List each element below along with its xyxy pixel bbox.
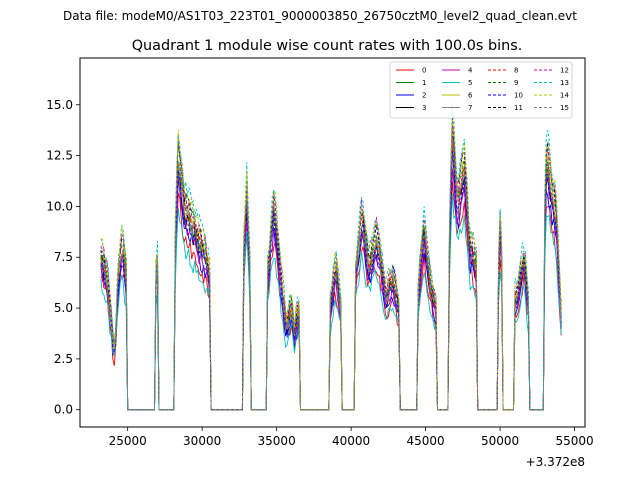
chart-suptitle: Data file: modeM0/AS1T03_223T01_90000038… [63, 9, 577, 23]
legend-label: 2 [422, 92, 426, 100]
y-tick-label: 5.0 [54, 301, 73, 315]
legend-label: 3 [422, 104, 426, 112]
legend-label: 1 [422, 79, 426, 87]
series-line-11 [100, 116, 562, 411]
series-line-1 [100, 138, 562, 411]
x-offset-label: +3.372e8 [526, 455, 585, 469]
x-tick-label: 30000 [183, 434, 221, 448]
series-line-3 [100, 150, 562, 411]
legend-label: 12 [560, 67, 569, 75]
legend-label: 11 [514, 104, 523, 112]
x-tick-label: 50000 [481, 434, 519, 448]
series-line-14 [100, 119, 562, 411]
x-tick-label: 35000 [258, 434, 296, 448]
x-tick-label: 40000 [332, 434, 370, 448]
legend-label: 5 [468, 79, 472, 87]
y-tick-label: 15.0 [46, 98, 73, 112]
series-line-15 [100, 139, 562, 411]
legend-box [389, 61, 573, 119]
y-tick-label: 12.5 [46, 149, 73, 163]
legend-label: 0 [422, 67, 426, 75]
legend-label: 4 [468, 67, 473, 75]
series-line-8 [100, 136, 562, 411]
y-tick-label: 7.5 [54, 250, 73, 264]
series-line-10 [100, 150, 562, 411]
series-line-12 [100, 121, 562, 411]
x-tick-label: 45000 [407, 434, 445, 448]
legend-label: 15 [560, 104, 569, 112]
series-line-9 [100, 136, 562, 411]
legend-label: 6 [468, 92, 473, 100]
y-tick-label: 10.0 [46, 199, 73, 213]
series-line-6 [100, 127, 562, 411]
legend-label: 9 [514, 79, 518, 87]
y-axis: 0.0 2.5 5.0 7.5 10.0 12.5 15.0 [46, 98, 80, 417]
legend-label: 10 [514, 92, 523, 100]
x-tick-label: 55000 [555, 434, 593, 448]
x-axis: 25000 30000 35000 40000 45000 50000 55000 [109, 427, 594, 448]
legend-label: 7 [468, 104, 472, 112]
series-line-13 [100, 103, 562, 411]
y-tick-label: 2.5 [54, 352, 73, 366]
series-line-7 [100, 151, 562, 411]
x-tick-label: 25000 [109, 434, 147, 448]
legend-label: 14 [560, 92, 569, 100]
series-layer [100, 103, 562, 411]
legend-label: 13 [560, 79, 569, 87]
legend-label: 8 [514, 67, 518, 75]
chart-title: Quadrant 1 module wise count rates with … [132, 38, 523, 54]
plot-frame [79, 57, 586, 428]
series-line-0 [100, 180, 562, 411]
y-tick-label: 0.0 [54, 403, 73, 417]
